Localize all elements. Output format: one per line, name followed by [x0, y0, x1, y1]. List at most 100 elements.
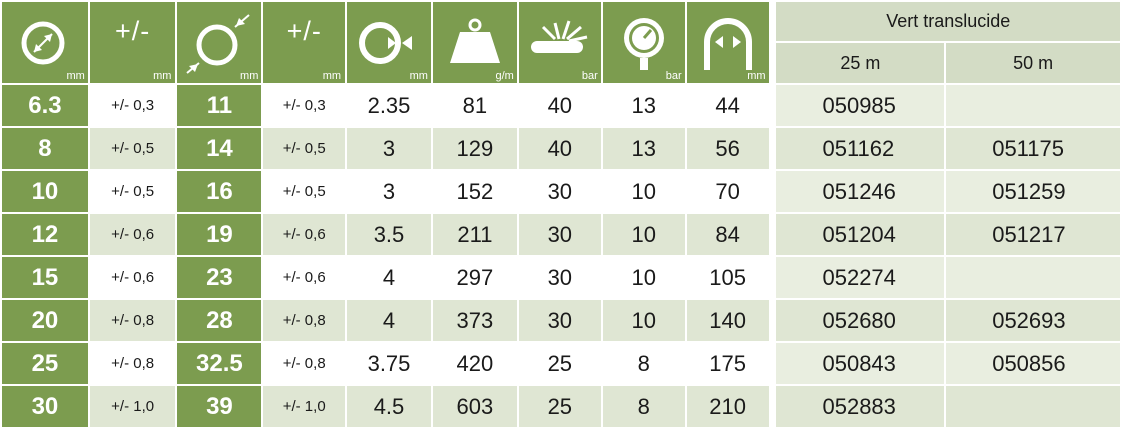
- burst-pressure-cell: 30: [516, 255, 603, 300]
- inner-tolerance-cell: +/- 0,5: [87, 169, 178, 214]
- weight-cell: 297: [430, 255, 519, 300]
- column-gap: [768, 83, 777, 128]
- unit-label: mm: [747, 70, 766, 82]
- weight-cell: 373: [430, 298, 519, 343]
- table-row: 25 +/- 0,8 32.5 +/- 0,8 3.75 420 25 8 175 050843 0…: [0, 341, 1122, 386]
- column-gap: [768, 212, 777, 257]
- column-gap: [768, 255, 777, 300]
- header-inner-tolerance: +/- mm: [87, 0, 178, 85]
- column-gap: [768, 298, 777, 343]
- reference-25m-cell: 050843: [774, 341, 947, 386]
- inner-tolerance-cell: +/- 0,8: [87, 298, 178, 343]
- header-outer-tolerance: +/- mm: [261, 0, 348, 85]
- table-row: 10 +/- 0,5 16 +/- 0,5 3 152 30 10 70 051246 051259: [0, 169, 1122, 214]
- wall-thickness-cell: 4.5: [345, 384, 433, 429]
- header-inner-diameter: mm: [0, 0, 90, 85]
- bend-radius-cell: 44: [684, 83, 771, 128]
- inner-diameter-cell: 30: [0, 384, 90, 429]
- inner-diameter-cell: 15: [0, 255, 90, 300]
- weight-cell: 81: [430, 83, 519, 128]
- reference-50m-cell: 051217: [944, 212, 1122, 257]
- outer-diameter-cell: 19: [175, 212, 264, 257]
- inner-tolerance-cell: +/- 0,6: [87, 212, 178, 257]
- burst-pressure-cell: 30: [516, 212, 603, 257]
- wall-thickness-cell: 3.5: [345, 212, 433, 257]
- wall-thickness-cell: 3.75: [345, 341, 433, 386]
- inner-diameter-cell: 25: [0, 341, 90, 386]
- unit-label: mm: [240, 70, 259, 82]
- tolerance-icon: +/-: [286, 16, 322, 46]
- inner-tolerance-cell: +/- 0,8: [87, 341, 178, 386]
- column-gap: [768, 0, 777, 85]
- unit-label: mm: [409, 70, 428, 82]
- reference-50m-cell: [944, 255, 1122, 300]
- reference-25m-cell: 052274: [774, 255, 947, 300]
- working-pressure-cell: 10: [600, 298, 687, 343]
- column-gap: [768, 341, 777, 386]
- bend-radius-cell: 70: [684, 169, 771, 214]
- outer-diameter-icon: [186, 13, 251, 74]
- reference-25m-cell: 051246: [774, 169, 947, 214]
- unit-label: mm: [153, 70, 172, 82]
- working-pressure-cell: 8: [600, 341, 687, 386]
- bend-radius-cell: 105: [684, 255, 771, 300]
- reference-50m-cell: [944, 384, 1122, 429]
- header-weight: g/m: [430, 0, 519, 85]
- unit-label: bar: [581, 70, 598, 82]
- outer-diameter-cell: 14: [175, 126, 264, 171]
- bend-radius-icon: [703, 17, 752, 70]
- bend-radius-cell: 56: [684, 126, 771, 171]
- reference-25m-cell: 050985: [774, 83, 947, 128]
- bend-radius-cell: 210: [684, 384, 771, 429]
- reference-25m-cell: 052883: [774, 384, 947, 429]
- working-pressure-cell: 10: [600, 255, 687, 300]
- outer-diameter-cell: 28: [175, 298, 264, 343]
- outer-tolerance-cell: +/- 0,5: [261, 169, 348, 214]
- outer-diameter-cell: 11: [175, 83, 264, 128]
- inner-diameter-cell: 10: [0, 169, 90, 214]
- burst-pressure-cell: 25: [516, 341, 603, 386]
- bend-radius-cell: 140: [684, 298, 771, 343]
- working-pressure-cell: 10: [600, 212, 687, 257]
- wall-thickness-cell: 4: [345, 298, 433, 343]
- bend-radius-cell: 84: [684, 212, 771, 257]
- weight-cell: 129: [430, 126, 519, 171]
- burst-pressure-icon: [530, 20, 588, 53]
- column-gap: [768, 384, 777, 429]
- wall-thickness-cell: 4: [345, 255, 433, 300]
- header-burst-pressure: bar: [516, 0, 603, 85]
- weight-cell: 152: [430, 169, 519, 214]
- color-title: Vert translucide: [774, 0, 1122, 43]
- inner-diameter-cell: 8: [0, 126, 90, 171]
- weight-icon: [449, 18, 500, 63]
- outer-tolerance-cell: +/- 0,8: [261, 341, 348, 386]
- table-body: 6.3 +/- 0,3 11 +/- 0,3 2.35 81 40 13 44 050985 8 +/…: [0, 83, 1122, 429]
- outer-tolerance-cell: +/- 0,5: [261, 126, 348, 171]
- wall-thickness-cell: 3: [345, 169, 433, 214]
- working-pressure-cell: 10: [600, 169, 687, 214]
- outer-tolerance-cell: +/- 0,6: [261, 255, 348, 300]
- outer-diameter-cell: 39: [175, 384, 264, 429]
- inner-tolerance-cell: +/- 0,3: [87, 83, 178, 128]
- reference-25m-cell: 051162: [774, 126, 947, 171]
- burst-pressure-cell: 30: [516, 298, 603, 343]
- weight-cell: 211: [430, 212, 519, 257]
- table-row: 12 +/- 0,6 19 +/- 0,6 3.5 211 30 10 84 051204 0512…: [0, 212, 1122, 257]
- length-header-25: 25 m: [774, 41, 947, 85]
- inner-diameter-cell: 6.3: [0, 83, 90, 128]
- header-outer-diameter: mm: [175, 0, 264, 85]
- outer-diameter-cell: 16: [175, 169, 264, 214]
- outer-diameter-cell: 23: [175, 255, 264, 300]
- working-pressure-cell: 13: [600, 83, 687, 128]
- outer-diameter-cell: 32.5: [175, 341, 264, 386]
- inner-diameter-cell: 12: [0, 212, 90, 257]
- outer-tolerance-cell: +/- 1,0: [261, 384, 348, 429]
- length-header-50: 50 m: [944, 41, 1122, 85]
- reference-25m-cell: 051204: [774, 212, 947, 257]
- reference-25m-cell: 052680: [774, 298, 947, 343]
- table-row: 15 +/- 0,6 23 +/- 0,6 4 297 30 10 105 052274: [0, 255, 1122, 300]
- weight-cell: 420: [430, 341, 519, 386]
- pressure-gauge-icon: [623, 17, 664, 70]
- reference-50m-cell: 051175: [944, 126, 1122, 171]
